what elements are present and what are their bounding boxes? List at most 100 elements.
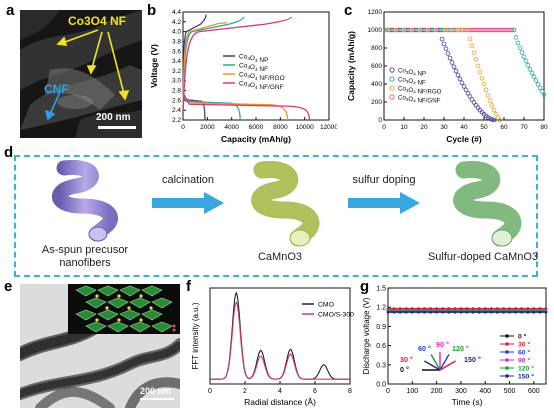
discharge-marker-5 — [520, 311, 523, 314]
point-c-rgo-fade — [477, 69, 483, 75]
discharge-marker-1 — [405, 307, 408, 310]
y-tick-label-b: 2.2 — [172, 117, 181, 124]
discharge-marker-5 — [386, 311, 390, 314]
point-c-gnf-fade — [513, 35, 519, 40]
label-cnf: CNF — [44, 82, 69, 96]
discharge-marker-4 — [447, 309, 450, 313]
discharge-marker-5 — [526, 311, 529, 314]
discharge-marker-1 — [441, 307, 444, 310]
x-tick-label-f: 2 — [243, 388, 247, 395]
x-tick-label-g: 200 — [431, 388, 443, 395]
legend-label-g-1: 30 ° — [518, 341, 530, 349]
sulfur-doped-fiber — [453, 161, 522, 247]
y-tick-label-g: 1.2 — [376, 305, 386, 312]
panel-label-d: d — [4, 144, 14, 161]
angle-ray-5 — [424, 360, 441, 371]
discharge-marker-1 — [477, 307, 481, 310]
x-tick-label-f: 4 — [278, 388, 282, 395]
y-tick-label-b: 3.4 — [172, 58, 181, 65]
point-c-np-fade — [443, 46, 449, 52]
discharge-curve-0 — [182, 92, 206, 121]
caption-precursor: As-spun precusor nanofibers — [22, 244, 148, 270]
x-tick-label-b: 0 — [181, 124, 185, 131]
discharge-marker-1 — [386, 307, 390, 310]
point-c-rgo-fade — [481, 81, 487, 87]
point-c-gnf-fade — [531, 74, 537, 80]
point-c-rgo-fade — [497, 117, 503, 123]
legend-label-f-0: CMO — [318, 302, 334, 309]
point-c-rgo-fade — [491, 107, 497, 113]
x-tick-label-c: 60 — [500, 124, 508, 131]
discharge-marker-1 — [538, 307, 542, 310]
y-tick-label-b: 4.0 — [172, 29, 181, 36]
discharge-marker-4 — [544, 309, 548, 313]
legend-marker-g-5 — [505, 374, 509, 378]
legend-marker-g-4 — [505, 366, 509, 370]
caption-camno3: CaMnO3 — [257, 251, 303, 263]
discharge-marker-4 — [453, 309, 457, 313]
discharge-marker-5 — [398, 311, 402, 314]
discharge-marker-5 — [423, 311, 426, 314]
chart-voltage-profile: 0 2000 4000 6000 8000 10000 12000 2.2 2.4 2.6 2.8 3… — [149, 9, 337, 144]
discharge-marker-5 — [429, 311, 432, 314]
y-tick-label-g: 0.3 — [376, 362, 386, 369]
y-tick-label-g: 0.9 — [376, 324, 386, 331]
point-c-gnf-fade — [523, 58, 529, 64]
x-tick-label-b: 10000 — [296, 124, 314, 131]
charge-curve-2 — [182, 21, 228, 116]
fft-curve-1 — [210, 301, 350, 380]
panel-label-g: g — [360, 278, 370, 295]
point-c-np-fade — [451, 64, 457, 70]
point-c-gnf-fade — [515, 40, 521, 46]
discharge-marker-4 — [484, 309, 487, 313]
discharge-marker-4 — [526, 309, 529, 313]
discharge-marker-1 — [502, 307, 505, 310]
discharge-marker-1 — [447, 307, 450, 310]
point-c-rgo-fade — [473, 57, 479, 62]
point-c-rgo-fade — [467, 36, 473, 42]
discharge-marker-1 — [526, 307, 529, 310]
discharge-marker-5 — [471, 311, 475, 314]
y-tick-label-b: 2.6 — [172, 97, 181, 104]
discharge-marker-1 — [508, 307, 511, 310]
y-tick-label-b: 3.0 — [172, 78, 181, 85]
x-tick-label-c: 50 — [480, 124, 488, 131]
legend-label-f-1: CMO/S-300 — [318, 312, 354, 319]
x-tick-label-b: 2000 — [200, 124, 215, 131]
discharge-curve-1 — [182, 92, 241, 121]
discharge-marker-4 — [441, 309, 444, 313]
step-sulfur-doping: sulfur doping — [352, 174, 416, 186]
x-tick-label-b: 8000 — [273, 124, 288, 131]
angle-ray-2 — [439, 354, 450, 371]
point-c-np-fade — [459, 80, 465, 86]
discharge-marker-1 — [392, 307, 396, 310]
discharge-marker-5 — [447, 311, 450, 314]
point-c-np-fade — [489, 117, 495, 122]
panel-label-c: c — [344, 2, 353, 19]
discharge-curve-2 — [182, 92, 289, 121]
legend-label-g-5: 150 ° — [518, 373, 534, 381]
legend-marker-c-1 — [389, 76, 395, 82]
y-tick-label-b: 2.4 — [172, 107, 181, 114]
scale-bar-e — [140, 398, 174, 400]
x-tick-label-c: 70 — [520, 124, 528, 131]
x-tick-label-c: 80 — [540, 124, 548, 131]
discharge-marker-1 — [465, 307, 469, 310]
discharge-marker-1 — [411, 307, 414, 310]
point-c-np-fade — [455, 72, 461, 78]
y-tick-label-b: 3.8 — [172, 38, 181, 45]
legend-label-b-1: Co3O4 NF — [239, 63, 268, 73]
x-tick-label-b: 4000 — [224, 124, 239, 131]
calcination-arrow — [152, 192, 224, 214]
discharge-marker-5 — [484, 311, 487, 314]
discharge-marker-4 — [502, 309, 505, 313]
legend-label-b-0: Co3O4 NP — [239, 54, 268, 64]
angle-label-0: 60 ° — [418, 344, 431, 353]
discharge-marker-5 — [459, 311, 463, 314]
discharge-marker-1 — [417, 307, 420, 310]
discharge-marker-4 — [435, 309, 438, 313]
point-c-gnf-fade — [537, 85, 543, 91]
point-c-np-fade — [467, 94, 473, 99]
discharge-marker-1 — [471, 307, 475, 310]
angle-ray-4 — [430, 354, 441, 371]
